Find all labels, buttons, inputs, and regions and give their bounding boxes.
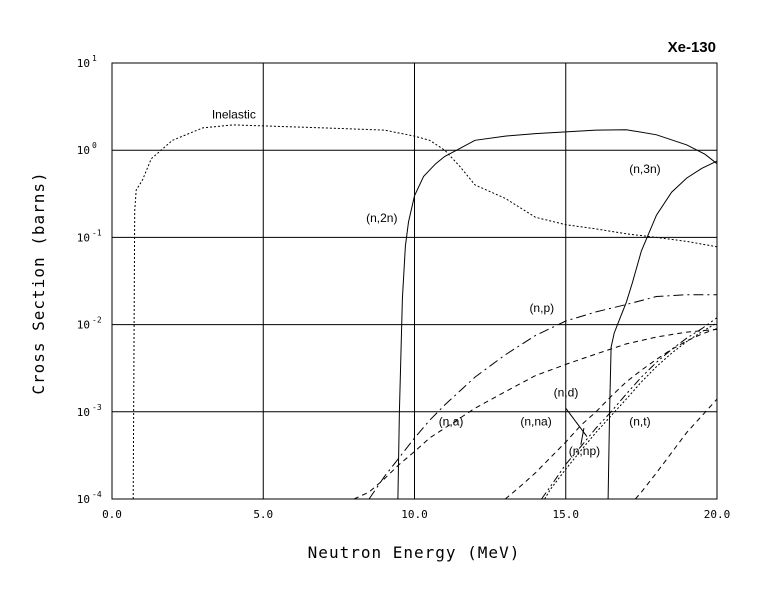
series-line	[504, 328, 718, 500]
curve-label: (n,np)	[569, 444, 600, 458]
curve-label: (n,p)	[529, 301, 554, 315]
x-tick-label: 0.0	[102, 508, 122, 521]
y-tick-exponent: -3	[92, 403, 102, 412]
series-line	[132, 124, 718, 500]
x-tick-label: 5.0	[253, 508, 273, 521]
plot-frame	[111, 62, 718, 500]
series-line	[607, 160, 718, 500]
y-tick-exponent: -1	[92, 228, 102, 237]
series-line	[368, 294, 717, 500]
chart-title: Xe-130	[668, 39, 716, 56]
leader-line	[580, 428, 585, 445]
curve-label: Inelastic	[212, 108, 256, 122]
series-line	[634, 398, 718, 500]
y-tick-label: 10	[77, 319, 90, 332]
y-tick-label: 10	[77, 57, 90, 70]
series-group	[132, 124, 718, 500]
leader-lines	[565, 407, 588, 445]
curve-label: (n,na)	[520, 414, 551, 428]
x-axis-title: Neutron Energy (MeV)	[308, 543, 521, 562]
y-tick-exponent: -2	[92, 316, 102, 325]
y-tick-label: 10	[77, 144, 90, 157]
curve-label: (n,2n)	[366, 211, 397, 225]
series-line	[397, 129, 718, 500]
curve-label: (n,a)	[439, 414, 464, 428]
y-tick-exponent: -4	[92, 490, 102, 499]
y-tick-label: 10	[77, 406, 90, 419]
curve-labels: Inelastic (n,2n) (n,3n) (n,p) (n,a) (n,na) (n,…	[212, 108, 661, 458]
x-tick-label: 20.0	[704, 508, 731, 521]
curve-label: (n,3n)	[629, 162, 660, 176]
x-tick-label: 15.0	[553, 508, 580, 521]
series-line	[353, 328, 718, 500]
curve-label: (n,t)	[629, 414, 650, 428]
x-tick-labels: 0.0 5.0 10.0 15.0 20.0	[102, 508, 730, 521]
series-line	[544, 322, 718, 500]
series-line	[541, 317, 718, 500]
y-tick-exponent: 1	[92, 54, 97, 63]
y-tick-label: 10	[77, 493, 90, 506]
y-tick-label: 10	[77, 231, 90, 244]
y-axis-title: Cross Section (barns)	[29, 171, 48, 394]
x-tick-label: 10.0	[401, 508, 428, 521]
curve-label: (n,d)	[554, 385, 579, 399]
y-tick-exponent: 0	[92, 141, 97, 150]
